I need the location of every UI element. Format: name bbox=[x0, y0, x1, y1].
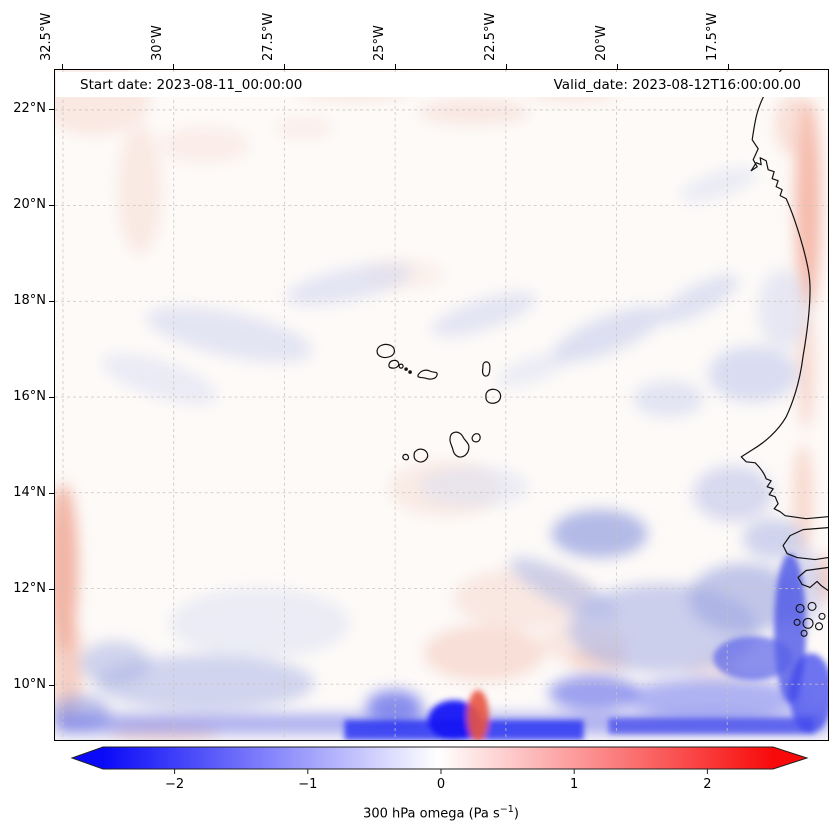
y-tick-label: 18°N bbox=[13, 293, 46, 308]
x-tick-mark bbox=[506, 64, 508, 69]
colorbar-caption-main: 300 hPa omega (Pa s bbox=[363, 806, 500, 822]
islands-cape-verde bbox=[376, 343, 502, 463]
x-tick-label: 20°W bbox=[594, 25, 609, 61]
colorbar-caption-close: ) bbox=[513, 806, 519, 822]
y-tick-mark bbox=[49, 589, 54, 591]
colorbar bbox=[70, 746, 809, 774]
valid-date-label: Valid_date: 2023-08-12T16:00:00.00 bbox=[553, 76, 801, 93]
colorbar-caption-exponent: −1 bbox=[499, 804, 514, 815]
start-date-label: Start date: 2023-08-11_00:00:00 bbox=[80, 76, 303, 93]
colorbar-tick-label: −2 bbox=[165, 777, 185, 792]
x-tick-label: 22.5°W bbox=[483, 12, 498, 61]
colorbar-under-arrow bbox=[72, 747, 103, 769]
y-tick-label: 14°N bbox=[13, 485, 46, 500]
x-tick-mark bbox=[728, 64, 730, 69]
y-tick-mark bbox=[49, 205, 54, 207]
x-tick-mark bbox=[284, 64, 286, 69]
y-tick-mark bbox=[49, 685, 54, 687]
date-annotation-band: Start date: 2023-08-11_00:00:00 Valid_da… bbox=[56, 72, 827, 97]
x-tick-mark bbox=[173, 64, 175, 69]
coastline-africa bbox=[740, 70, 828, 592]
x-tick-label: 27.5°W bbox=[261, 12, 276, 61]
x-tick-label: 25°W bbox=[372, 25, 387, 61]
x-tick-label: 17.5°W bbox=[705, 12, 720, 61]
y-tick-label: 16°N bbox=[13, 389, 46, 404]
colorbar-tick-label: 1 bbox=[570, 777, 579, 792]
colorbar-over-arrow bbox=[773, 747, 807, 769]
x-tick-label: 32.5°W bbox=[39, 12, 54, 61]
colorbar-caption: 300 hPa omega (Pa s−1) bbox=[363, 804, 519, 821]
y-tick-label: 12°N bbox=[13, 581, 46, 596]
islands-bijagos bbox=[793, 601, 826, 637]
y-tick-mark bbox=[49, 397, 54, 399]
x-tick-mark bbox=[617, 64, 619, 69]
y-tick-label: 22°N bbox=[13, 101, 46, 116]
x-tick-mark bbox=[395, 64, 397, 69]
x-tick-mark bbox=[62, 64, 64, 69]
y-tick-label: 20°N bbox=[13, 197, 46, 212]
y-tick-mark bbox=[49, 109, 54, 111]
colorbar-tick-label: 2 bbox=[703, 777, 712, 792]
map-plot-area: Start date: 2023-08-11_00:00:00 Valid_da… bbox=[54, 69, 829, 741]
graticule bbox=[55, 70, 828, 740]
x-tick-label: 30°W bbox=[150, 25, 165, 61]
y-tick-mark bbox=[49, 301, 54, 303]
y-tick-label: 10°N bbox=[13, 677, 46, 692]
omega-field-map bbox=[55, 70, 828, 740]
colorbar-tick-label: 0 bbox=[436, 777, 446, 792]
colorbar-tick-label: −1 bbox=[298, 777, 318, 792]
y-tick-mark bbox=[49, 493, 54, 495]
